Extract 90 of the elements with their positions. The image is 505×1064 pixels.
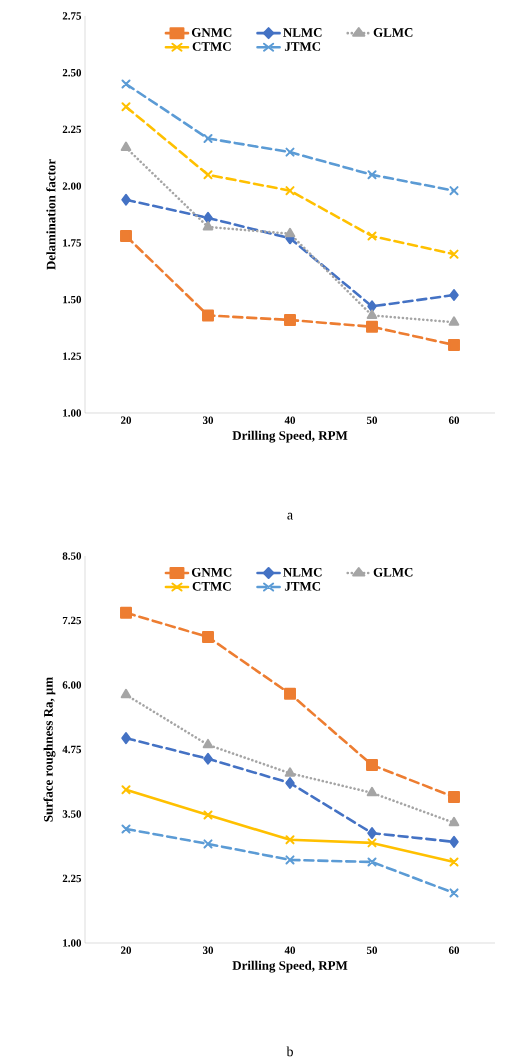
x-tick-label: 60 <box>448 946 460 954</box>
y-tick-label: 1.25 <box>63 352 82 360</box>
legend-label: JTMC <box>284 42 321 51</box>
y-tick-label: 1.75 <box>63 239 82 247</box>
point <box>449 857 459 867</box>
y-tick-label: 7.25 <box>62 616 82 625</box>
legend-label: GLMC <box>373 567 413 577</box>
x-tick-label: 50 <box>366 416 378 424</box>
point <box>120 141 132 152</box>
point <box>121 785 131 795</box>
point <box>202 631 214 643</box>
point <box>121 102 131 112</box>
point <box>285 147 295 157</box>
point <box>121 193 131 206</box>
point <box>366 759 378 771</box>
y-tick-label: 2.50 <box>62 68 82 77</box>
point <box>449 888 459 898</box>
y-tick-label: 1.50 <box>63 295 82 304</box>
point <box>120 688 132 699</box>
point <box>367 231 377 241</box>
point <box>121 79 131 89</box>
point <box>367 838 377 848</box>
point <box>121 732 131 745</box>
point <box>284 227 296 238</box>
point <box>284 687 296 700</box>
y-tick-label: 6.00 <box>62 681 82 689</box>
point <box>203 752 213 765</box>
point <box>203 810 213 820</box>
point <box>285 777 295 790</box>
y-tick-label: 1.00 <box>63 409 82 417</box>
point <box>449 186 459 196</box>
legend-label: GLMC <box>373 28 413 37</box>
point <box>366 309 378 319</box>
x-tick-label: 50 <box>366 946 378 954</box>
point <box>448 816 460 827</box>
x-tick-label: 40 <box>284 416 296 424</box>
x-axis-title: Drilling Speed, RPM <box>232 430 348 443</box>
legend-label: NLMC <box>283 567 322 577</box>
point <box>203 170 213 180</box>
point <box>120 606 132 619</box>
point <box>202 309 214 322</box>
point <box>366 786 378 797</box>
point <box>202 220 214 231</box>
point <box>449 835 459 848</box>
legend-label: GNMC <box>191 567 232 577</box>
y-tick-label: 4.75 <box>62 745 82 754</box>
text: a <box>287 512 293 520</box>
point <box>285 186 295 196</box>
point <box>367 857 377 867</box>
point <box>367 300 377 313</box>
point <box>203 133 213 144</box>
point <box>284 314 296 326</box>
point <box>366 320 378 333</box>
legend-label: CTMC <box>192 581 231 591</box>
x-tick-label: 20 <box>120 416 132 424</box>
y-tick-label: 2.75 <box>62 12 82 20</box>
y-tick-label: 1.00 <box>63 939 82 947</box>
point <box>203 839 213 849</box>
x-tick-label: 40 <box>284 946 296 954</box>
y-axis-title: Surface roughness Ra, µm <box>43 677 56 822</box>
y-tick-label: 3.50 <box>62 810 82 818</box>
point <box>202 738 214 749</box>
y-axis-title: Delamination factor <box>46 159 56 270</box>
legend-label: JTMC <box>284 581 321 591</box>
point <box>121 824 131 834</box>
y-tick-label: 2.00 <box>62 182 82 190</box>
x-tick-label: 30 <box>202 946 214 954</box>
point <box>284 767 296 777</box>
legend-label: CTMC <box>192 42 231 51</box>
point <box>120 230 132 243</box>
point <box>449 289 459 302</box>
x-tick-label: 30 <box>202 416 214 424</box>
y-tick-label: 2.25 <box>62 125 82 134</box>
y-tick-label: 2.25 <box>62 874 82 883</box>
y-tick-label: 8.50 <box>62 552 82 560</box>
point <box>367 170 377 180</box>
point <box>203 211 213 224</box>
text: b <box>286 1046 293 1057</box>
point <box>449 249 459 259</box>
x-axis-title: Drilling Speed, RPM <box>232 960 348 973</box>
point <box>448 316 460 326</box>
point <box>285 855 295 865</box>
legend-label: GNMC <box>191 28 232 37</box>
point <box>367 827 377 840</box>
point <box>448 338 460 351</box>
point <box>285 835 295 845</box>
x-tick-label: 20 <box>120 946 132 954</box>
point <box>448 790 460 803</box>
x-tick-label: 60 <box>448 416 460 424</box>
legend-label: NLMC <box>283 28 322 37</box>
